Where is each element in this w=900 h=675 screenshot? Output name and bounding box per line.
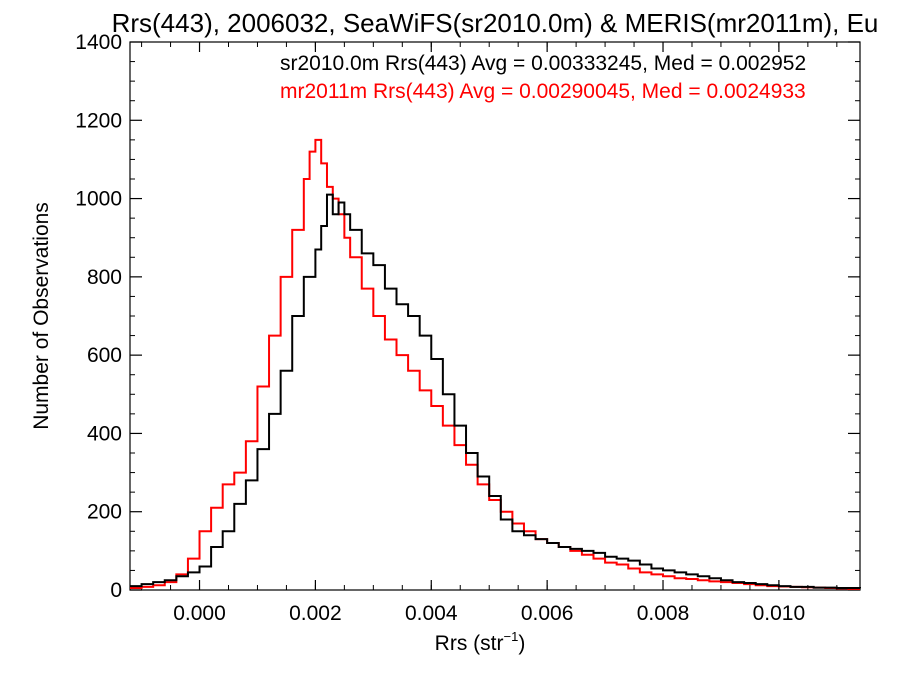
annotation-sr2010: sr2010.0m Rrs(443) Avg = 0.00333245, Med… xyxy=(280,52,806,75)
x-axis-label-superscript: −1 xyxy=(504,629,519,644)
series-layer xyxy=(130,138,861,590)
x-tick-label: 0.008 xyxy=(637,602,690,625)
x-tick-label: 0.004 xyxy=(405,602,458,625)
annotation-mr2011: mr2011m Rrs(443) Avg = 0.00290045, Med =… xyxy=(280,80,806,103)
plot-frame xyxy=(129,41,861,591)
x-tick-label: 0.006 xyxy=(521,602,574,625)
y-tick-label: 800 xyxy=(87,266,122,289)
y-tick-label: 0 xyxy=(110,579,122,602)
series-line-mr2011 xyxy=(130,138,860,590)
y-tick-label: 200 xyxy=(87,501,122,524)
x-axis-label-close: ) xyxy=(518,632,525,655)
x-axis-label: Rrs (str−1) xyxy=(435,629,526,655)
x-tick-label: 0.000 xyxy=(173,602,226,625)
axis-ticks: 0.000 0.002 0.004 0.006 0.008 0.010 0 200 400 600… xyxy=(75,31,860,625)
y-tick-label: 1200 xyxy=(75,109,122,132)
x-axis-label-main: Rrs (str xyxy=(435,632,504,655)
x-tick-label: 0.002 xyxy=(289,602,342,625)
y-tick-label: 600 xyxy=(87,344,122,367)
chart-title: Rrs(443), 2006032, SeaWiFS(sr2010.0m) & … xyxy=(112,8,879,38)
y-tick-label: 400 xyxy=(87,422,122,445)
x-tick-label: 0.010 xyxy=(753,602,806,625)
y-tick-label: 1400 xyxy=(75,31,122,54)
series-line-sr2010 xyxy=(130,193,861,590)
y-axis-label: Number of Observations xyxy=(30,202,53,430)
y-tick-label: 1000 xyxy=(75,188,122,211)
